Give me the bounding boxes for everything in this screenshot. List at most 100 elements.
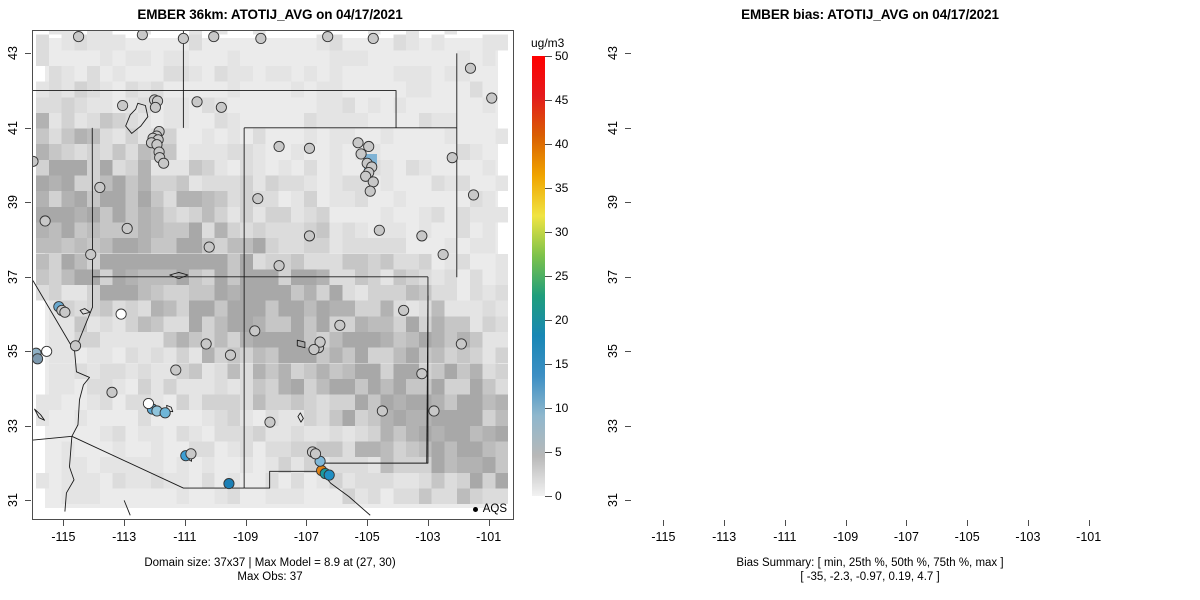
model-grid-cell	[214, 238, 228, 254]
model-grid-cell	[87, 34, 100, 51]
model-grid-cell	[418, 347, 432, 364]
model-grid-cell	[125, 81, 139, 98]
model-grid-cell	[214, 378, 228, 395]
model-grid-cell	[214, 394, 228, 411]
model-grid-cell	[367, 472, 381, 489]
model-grid-cell	[367, 300, 381, 317]
model-grid-cell	[36, 128, 49, 145]
model-grid-cell	[48, 332, 62, 348]
y-tick-mark	[625, 53, 631, 55]
model-grid-cell	[125, 457, 139, 473]
model-grid-cell	[74, 159, 88, 176]
model-grid-cell	[342, 253, 356, 270]
model-grid-cell	[61, 238, 75, 254]
model-grid-cell	[380, 347, 394, 364]
model-grid-cell	[189, 191, 202, 207]
model-grid-cell	[342, 378, 356, 395]
model-grid-cell	[329, 347, 343, 364]
model-grid-cell	[342, 472, 356, 489]
model-grid-cell	[444, 269, 458, 285]
model-grid-cell	[316, 113, 330, 129]
model-grid-cell	[431, 488, 445, 505]
model-grid-cell	[482, 425, 496, 442]
model-grid-cell	[227, 50, 241, 66]
x-tick-label: -101	[476, 530, 502, 544]
model-grid-cell	[406, 332, 419, 348]
model-grid-cell	[201, 222, 215, 239]
model-grid-cell	[469, 300, 483, 317]
model-grid-cell	[48, 363, 62, 379]
colorbar-tick-label: 0	[555, 489, 562, 503]
model-grid-cell	[176, 66, 190, 82]
model-grid-cell	[201, 457, 215, 473]
aqs-monitor-point	[355, 148, 367, 160]
x-tick-mark	[184, 520, 186, 526]
map-boundary	[296, 339, 306, 349]
left-aqs-legend-label: AQS	[482, 503, 507, 515]
model-grid-cell	[150, 300, 164, 317]
left-map-graphic	[33, 31, 509, 516]
aqs-monitor-point	[73, 31, 85, 43]
model-grid-cell	[469, 472, 483, 489]
x-tick-mark	[845, 520, 847, 526]
model-grid-cell	[367, 316, 381, 332]
model-grid-cell	[176, 332, 190, 348]
aqs-monitor-point	[59, 306, 71, 318]
colorbar-tick-mark	[545, 320, 552, 321]
model-grid-cell	[112, 144, 126, 160]
x-tick-mark	[967, 520, 969, 526]
model-grid-cell	[342, 332, 356, 348]
map-boundary	[79, 308, 91, 315]
aqs-monitor-point	[360, 170, 372, 182]
model-grid-cell	[304, 316, 317, 332]
model-grid-cell	[304, 238, 317, 254]
model-grid-cell	[495, 378, 509, 395]
aqs-monitor-point	[314, 336, 326, 348]
aqs-monitor-point	[223, 478, 235, 490]
model-grid-cell	[36, 97, 49, 113]
model-grid-cell	[457, 206, 470, 223]
model-grid-cell	[36, 394, 49, 411]
model-grid-cell	[36, 285, 49, 301]
model-grid-cell	[36, 238, 49, 254]
model-grid-cell	[112, 425, 126, 442]
left-panel-title: EMBER 36km: ATOTIJ_AVG on 04/17/2021	[137, 7, 403, 22]
model-grid-cell	[380, 441, 394, 458]
model-grid-cell	[189, 332, 202, 348]
model-grid-cell	[138, 206, 151, 223]
model-grid-cell	[431, 206, 445, 223]
model-grid-cell	[125, 159, 139, 176]
right-panel-title: EMBER bias: ATOTIJ_AVG on 04/17/2021	[741, 7, 999, 22]
model-grid-cell	[201, 175, 215, 192]
model-grid-cell	[36, 191, 49, 207]
left-aqs-legend: AQS	[472, 503, 507, 515]
model-grid-cell	[291, 425, 304, 442]
model-grid-cell	[265, 363, 279, 379]
model-grid-cell	[227, 222, 241, 239]
model-grid-cell	[99, 222, 113, 239]
model-grid-cell	[367, 378, 381, 395]
map-boundary	[34, 408, 45, 421]
model-grid-cell	[214, 175, 228, 192]
model-grid-cell	[380, 378, 394, 395]
model-grid-cell	[74, 222, 88, 239]
model-grid-cell	[138, 363, 151, 379]
model-grid-cell	[316, 222, 330, 239]
model-grid-cell	[99, 97, 113, 113]
model-grid-cell	[469, 144, 483, 160]
model-grid-cell	[329, 378, 343, 395]
model-grid-cell	[418, 159, 432, 176]
y-tick-label: 39	[606, 195, 620, 210]
aqs-monitor-point	[323, 469, 335, 481]
model-grid-cell	[495, 488, 509, 505]
model-grid-cell	[469, 206, 483, 223]
model-grid-cell	[291, 175, 304, 192]
model-grid-cell	[495, 300, 509, 317]
model-grid-cell	[329, 410, 343, 426]
model-grid-cell	[99, 300, 113, 317]
model-grid-cell	[112, 472, 126, 489]
right-caption-line1: Bias Summary: [ min, 25th %, 50th %, 75t…	[736, 557, 1004, 569]
aqs-monitor-point	[177, 32, 189, 44]
model-grid-cell	[163, 206, 177, 223]
y-tick-label: 39	[6, 195, 20, 210]
